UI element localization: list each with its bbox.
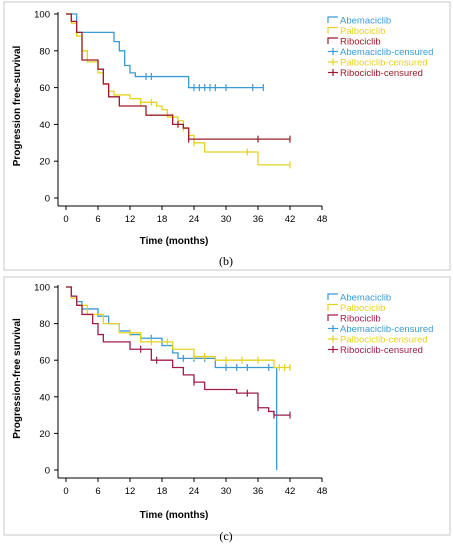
y-tick-label: 80 xyxy=(39,46,50,57)
legend-entry: Ribociclib xyxy=(340,37,381,48)
y-axis-title: Progression free-survival xyxy=(12,45,23,166)
x-tick-label: 18 xyxy=(157,214,168,225)
y-tick-label: 20 xyxy=(39,429,50,440)
legend-entry: Abemaciclib-censured xyxy=(340,47,433,58)
panel-frame xyxy=(3,1,451,271)
y-axis-title: Progression-free survival xyxy=(12,318,23,439)
y-tick-label: 60 xyxy=(39,356,50,367)
series-line-abemaciclib xyxy=(66,13,264,89)
x-tick-label: 36 xyxy=(253,214,264,225)
y-tick-label: 0 xyxy=(45,466,50,477)
x-tick-label: 42 xyxy=(285,214,296,225)
legend-swatch xyxy=(327,314,338,321)
y-tick-label: 80 xyxy=(39,319,50,330)
y-tick-label: 60 xyxy=(39,83,50,94)
x-tick-label: 0 xyxy=(63,214,68,225)
legend-entry: Abemaciclib xyxy=(340,293,391,304)
series-line-ribociclib xyxy=(66,286,290,416)
panel-frame xyxy=(3,276,451,536)
legend-entry: Ribociclib-censured xyxy=(340,68,423,79)
legend-entry: Palbociclib-censured xyxy=(340,335,428,346)
legend-swatch xyxy=(327,303,338,311)
x-tick-label: 36 xyxy=(253,486,264,497)
x-tick-label: 18 xyxy=(157,486,168,497)
y-tick-label: 20 xyxy=(39,157,50,168)
legend-swatch xyxy=(327,293,338,300)
legend-entry: Palbociclib xyxy=(340,26,385,37)
chart-panel-b: 0 6 12 18 24 30 36 42 48 0 20 40 60 80 100 Time (months… xyxy=(3,1,451,271)
y-tick-label: 0 xyxy=(45,194,50,205)
panel-label: (c) xyxy=(219,529,232,543)
x-tick-label: 24 xyxy=(189,486,200,497)
legend-entry: Ribociclib-censured xyxy=(340,345,423,356)
x-tick-label: 24 xyxy=(189,214,200,225)
legend-entry: Abemaciclib xyxy=(340,16,391,27)
series-line-ribociclib xyxy=(66,13,290,140)
x-tick-label: 6 xyxy=(95,214,100,225)
panel-label: (b) xyxy=(219,254,233,268)
legend-entry: Palbociclib xyxy=(340,303,385,314)
legend-entry: Palbociclib-censured xyxy=(340,58,428,69)
series-line-palbociclib xyxy=(66,13,290,166)
x-axis-title: Time (months) xyxy=(140,236,209,247)
y-tick-label: 100 xyxy=(34,10,50,21)
legend-swatch xyxy=(327,37,338,44)
legend-swatch xyxy=(327,16,338,23)
x-axis-title: Time (months) xyxy=(140,510,209,521)
legend-entry: Ribociclib xyxy=(340,314,381,325)
legend-entry: Abemaciclib-censured xyxy=(340,324,433,335)
x-tick-label: 0 xyxy=(63,486,68,497)
y-tick-label: 40 xyxy=(39,392,50,403)
x-tick-label: 6 xyxy=(95,486,100,497)
x-tick-label: 42 xyxy=(285,486,296,497)
chart-panel-c: 0 6 12 18 24 30 36 42 48 0 20 40 60 80 100 Time (months… xyxy=(3,276,451,543)
x-tick-label: 30 xyxy=(221,486,232,497)
x-tick-label: 30 xyxy=(221,214,232,225)
x-tick-label: 48 xyxy=(317,486,328,497)
y-tick-label: 100 xyxy=(34,283,50,294)
y-tick-label: 40 xyxy=(39,120,50,131)
x-tick-label: 48 xyxy=(317,214,328,225)
x-tick-label: 12 xyxy=(125,486,136,497)
x-tick-label: 12 xyxy=(125,214,136,225)
legend-swatch xyxy=(327,26,338,34)
